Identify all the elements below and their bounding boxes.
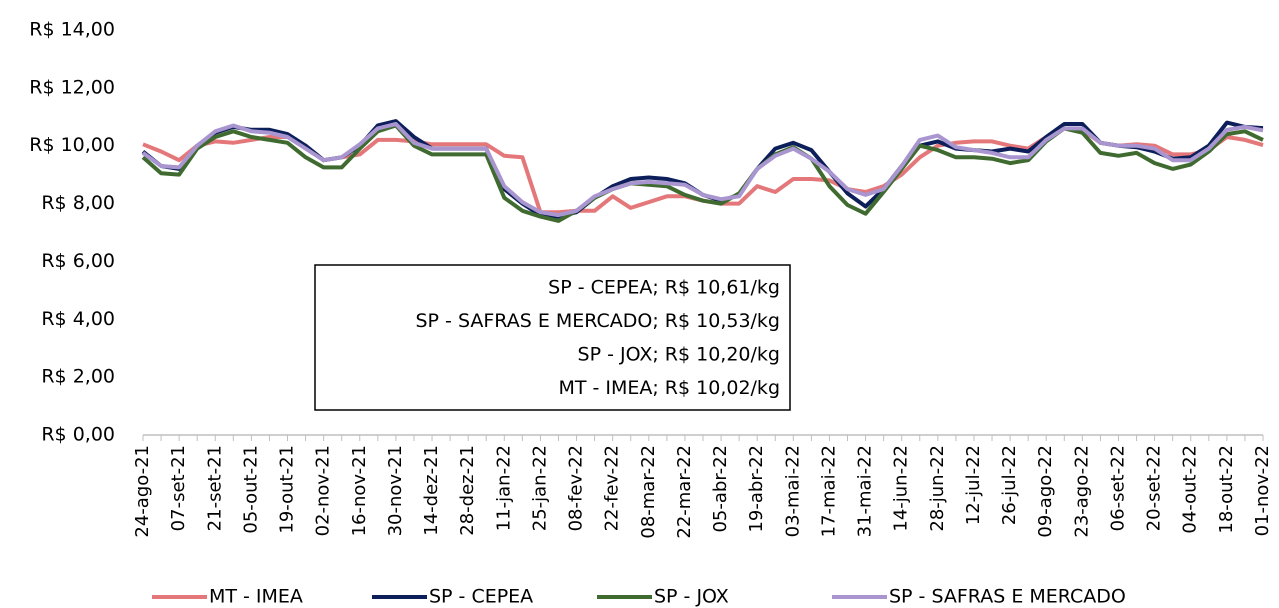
y-tick-label: R$ 12,00 [29, 76, 115, 98]
x-tick-label: 14-dez-21 [421, 445, 442, 536]
x-tick-label: 19-out-21 [277, 445, 298, 534]
x-tick-label: 04-out-22 [1180, 445, 1201, 534]
x-tick-label: 03-mai-22 [782, 445, 803, 537]
x-tick-label: 02-nov-21 [313, 445, 334, 536]
x-tick-label: 05-abr-22 [710, 445, 731, 533]
x-tick-label: 11-jan-22 [493, 445, 514, 531]
x-tick-label: 24-ago-21 [132, 445, 153, 538]
y-tick-label: R$ 6,00 [41, 250, 115, 272]
annotation-text: SP - JOX; R$ 10,20/kg [578, 344, 780, 366]
y-tick-label: R$ 0,00 [41, 424, 115, 446]
y-tick-label: R$ 8,00 [41, 192, 115, 214]
x-tick-label: 31-mai-22 [855, 445, 876, 537]
x-tick-label: 01-nov-22 [1252, 445, 1273, 536]
x-tick-label: 20-set-22 [1144, 445, 1165, 531]
annotation-text: SP - CEPEA; R$ 10,61/kg [548, 277, 780, 299]
legend-label: SP - CEPEA [429, 586, 533, 608]
x-tick-label: 26-jul-22 [999, 445, 1020, 525]
y-tick-label: R$ 14,00 [29, 19, 115, 41]
legend-label: SP - JOX [654, 586, 729, 608]
series-line [141, 123, 1264, 223]
x-tick-label: 08-mar-22 [638, 445, 659, 539]
annotation-text: MT - IMEA; R$ 10,02/kg [558, 377, 780, 399]
x-tick-label: 07-set-21 [168, 445, 189, 531]
x-tick-label: 05-out-21 [240, 445, 261, 534]
x-tick-label: 21-set-21 [204, 445, 225, 531]
x-tick-label: 25-jan-22 [529, 445, 550, 531]
x-tick-label: 17-mai-22 [818, 445, 839, 537]
series-line [141, 122, 1264, 218]
y-tick-label: R$ 10,00 [29, 134, 115, 156]
x-tick-label: 09-ago-22 [1035, 445, 1056, 538]
x-tick-label: 28-dez-21 [457, 445, 478, 536]
x-tick-label: 23-ago-22 [1071, 445, 1092, 538]
x-tick-label: 08-fev-22 [566, 445, 587, 531]
x-tick-label: 30-nov-21 [385, 445, 406, 536]
y-tick-label: R$ 4,00 [41, 308, 115, 330]
x-tick-label: 14-jun-22 [891, 445, 912, 532]
x-tick-label: 06-set-22 [1107, 445, 1128, 531]
x-tick-label: 22-mar-22 [674, 445, 695, 539]
annotation-box [314, 264, 791, 411]
x-tick-label: 12-jul-22 [963, 445, 984, 525]
x-tick-label: 18-out-22 [1216, 445, 1237, 534]
y-tick-label: R$ 2,00 [41, 366, 115, 388]
x-tick-label: 16-nov-21 [349, 445, 370, 536]
x-tick-label: 22-fev-22 [602, 445, 623, 531]
x-tick-label: 19-abr-22 [746, 445, 767, 533]
x-tick-label: 28-jun-22 [927, 445, 948, 532]
annotation-text: SP - SAFRAS E MERCADO; R$ 10,53/kg [416, 310, 781, 332]
legend-label: SP - SAFRAS E MERCADO [889, 586, 1126, 608]
legend-label: MT - IMEA [209, 586, 303, 608]
